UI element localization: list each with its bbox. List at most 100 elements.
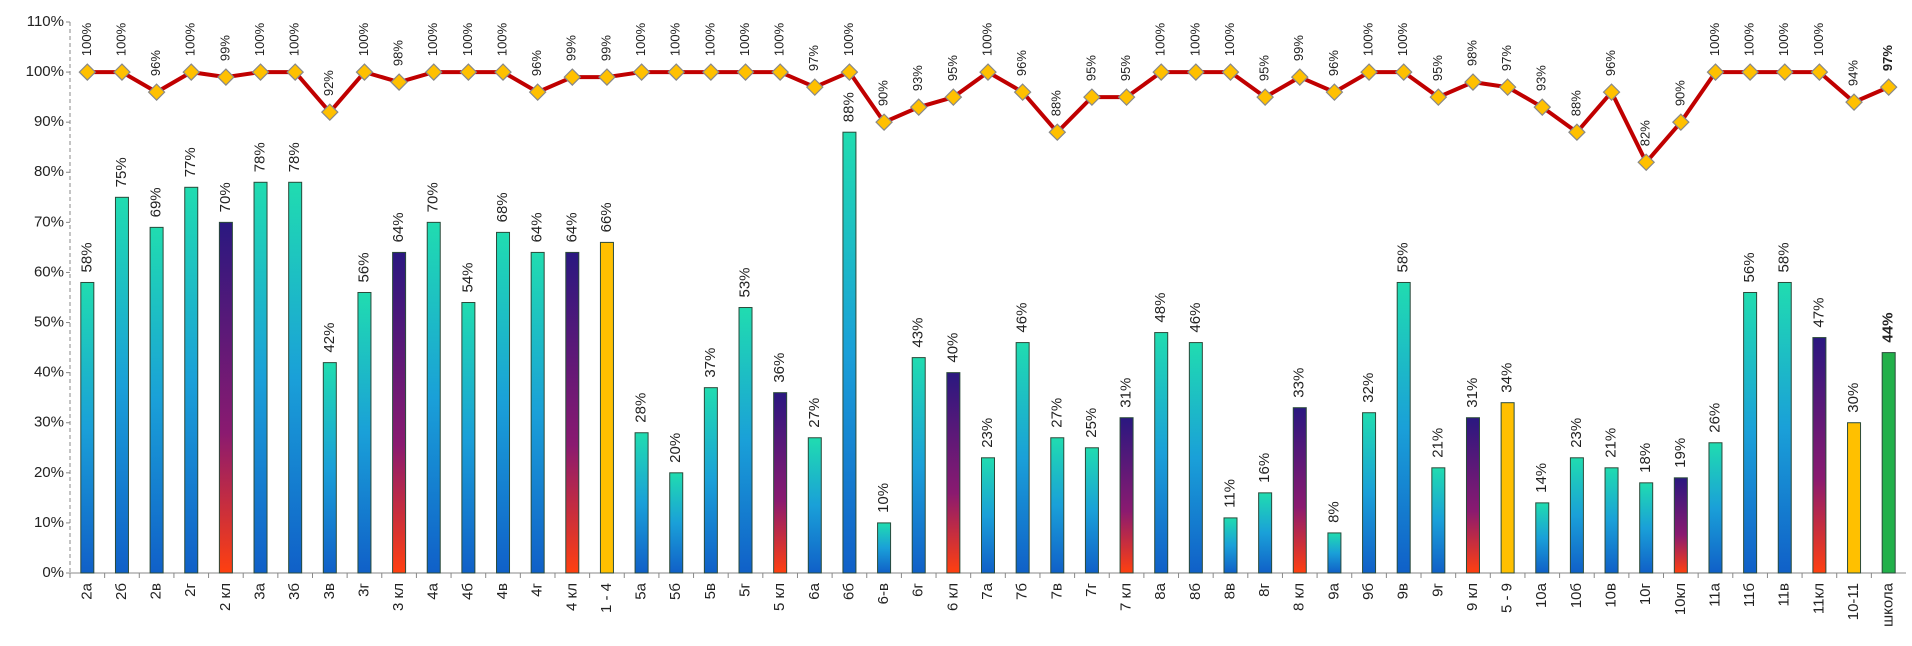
line-value-label: 95% xyxy=(1430,55,1445,81)
marker xyxy=(528,83,547,101)
line-value-label: 90% xyxy=(876,80,891,106)
marker xyxy=(1741,63,1759,81)
bar xyxy=(1881,352,1896,574)
bar xyxy=(1743,291,1758,574)
bar-value-label: 69% xyxy=(148,187,165,217)
x-tick-label: 8б xyxy=(1187,583,1204,600)
bar xyxy=(496,231,511,574)
marker xyxy=(563,68,582,86)
marker xyxy=(1568,123,1586,142)
bar-value-label: 21% xyxy=(1603,428,1620,458)
bar xyxy=(1431,467,1446,574)
bar xyxy=(392,251,407,574)
line-value-label: 100% xyxy=(1222,22,1237,56)
line-value-label: 94% xyxy=(1845,60,1860,86)
x-tick-label: 5а xyxy=(633,582,650,599)
x-tick-label: 11б xyxy=(1741,583,1758,607)
bar-value-label: 58% xyxy=(1776,242,1793,272)
bar xyxy=(1258,492,1273,574)
bar-value-label: 8% xyxy=(1325,501,1342,523)
bar-value-label: 27% xyxy=(806,398,823,428)
bar xyxy=(461,302,476,574)
y-tick-label: 90% xyxy=(34,113,64,130)
marker xyxy=(1117,88,1136,106)
x-tick-label: 5 - 9 xyxy=(1499,583,1516,613)
bar-value-label: 33% xyxy=(1291,368,1308,398)
marker xyxy=(1533,98,1552,117)
bar-value-label: 20% xyxy=(667,433,684,463)
bar xyxy=(1812,337,1827,574)
marker xyxy=(1152,63,1171,81)
bar xyxy=(1396,281,1411,574)
bar xyxy=(1569,457,1584,574)
y-tick-label: 100% xyxy=(26,63,64,80)
bar xyxy=(634,432,649,574)
bar-value-label: 46% xyxy=(1187,303,1204,333)
bar-value-label: 64% xyxy=(390,212,407,242)
bar xyxy=(253,181,268,574)
y-tick-label: 20% xyxy=(34,464,64,481)
line-value-label: 100% xyxy=(79,22,94,56)
bar-value-label: 48% xyxy=(1152,293,1169,323)
marker xyxy=(1048,123,1067,142)
x-tick-label: 5б xyxy=(667,583,684,600)
bar-value-label: 23% xyxy=(979,418,996,448)
x-tick-label: 3б xyxy=(286,583,303,600)
bar xyxy=(322,362,337,574)
y-tick-label: 110% xyxy=(27,13,64,30)
marker xyxy=(840,63,859,81)
marker xyxy=(1845,93,1863,111)
x-tick-label: 9 кл xyxy=(1464,583,1481,611)
bar xyxy=(149,226,164,574)
x-tick-label: 3г xyxy=(355,582,372,596)
marker xyxy=(1013,83,1032,101)
bar-value-label: 53% xyxy=(736,267,753,297)
bar xyxy=(599,241,614,574)
line-value-label: 95% xyxy=(1257,55,1272,81)
marker xyxy=(702,63,720,81)
x-tick-label: 11в xyxy=(1776,583,1793,607)
bar xyxy=(1639,482,1654,574)
bar-value-label: 54% xyxy=(459,262,476,292)
bar-value-label: 47% xyxy=(1810,298,1827,328)
line-value-label: 96% xyxy=(1326,50,1341,76)
line-value-label: 100% xyxy=(1395,22,1410,56)
x-tick-label: 6а xyxy=(806,582,823,599)
bar-value-label: 64% xyxy=(529,212,546,242)
bar-value-label: 32% xyxy=(1360,373,1377,403)
line-value-label: 100% xyxy=(1707,22,1722,56)
bar xyxy=(1050,437,1065,574)
marker xyxy=(355,63,374,81)
bar xyxy=(1084,447,1099,574)
y-tick-label: 40% xyxy=(34,364,64,381)
line-value-label: 99% xyxy=(598,35,613,61)
marker xyxy=(1256,88,1274,106)
bar-value-label: 77% xyxy=(182,147,199,177)
marker xyxy=(1464,73,1482,91)
x-tick-label: 10кл xyxy=(1672,583,1689,615)
marker xyxy=(944,88,963,106)
x-tick-label: 10-11 xyxy=(1845,583,1862,620)
bar xyxy=(1154,332,1169,574)
bar xyxy=(184,186,199,574)
x-tick-label: 5в xyxy=(702,583,719,599)
line-value-label: 100% xyxy=(633,22,648,56)
y-tick-label: 70% xyxy=(34,213,64,230)
line-value-label: 100% xyxy=(1811,22,1826,56)
line-value-label: 100% xyxy=(702,22,717,56)
line-value-label: 92% xyxy=(321,70,336,96)
bar-value-label: 25% xyxy=(1083,408,1100,438)
bar-value-label: 16% xyxy=(1256,453,1273,483)
marker xyxy=(217,68,235,86)
bar xyxy=(1500,402,1515,574)
bar xyxy=(1223,517,1238,574)
line-value-label: 95% xyxy=(945,55,960,81)
line-value-label: 100% xyxy=(287,22,302,56)
bar xyxy=(1673,477,1688,574)
bar xyxy=(1847,422,1862,574)
line-value-label: 100% xyxy=(841,22,856,56)
marker xyxy=(1083,88,1101,106)
x-tick-label: 4а xyxy=(425,582,442,599)
line-value-label: 100% xyxy=(252,22,267,56)
